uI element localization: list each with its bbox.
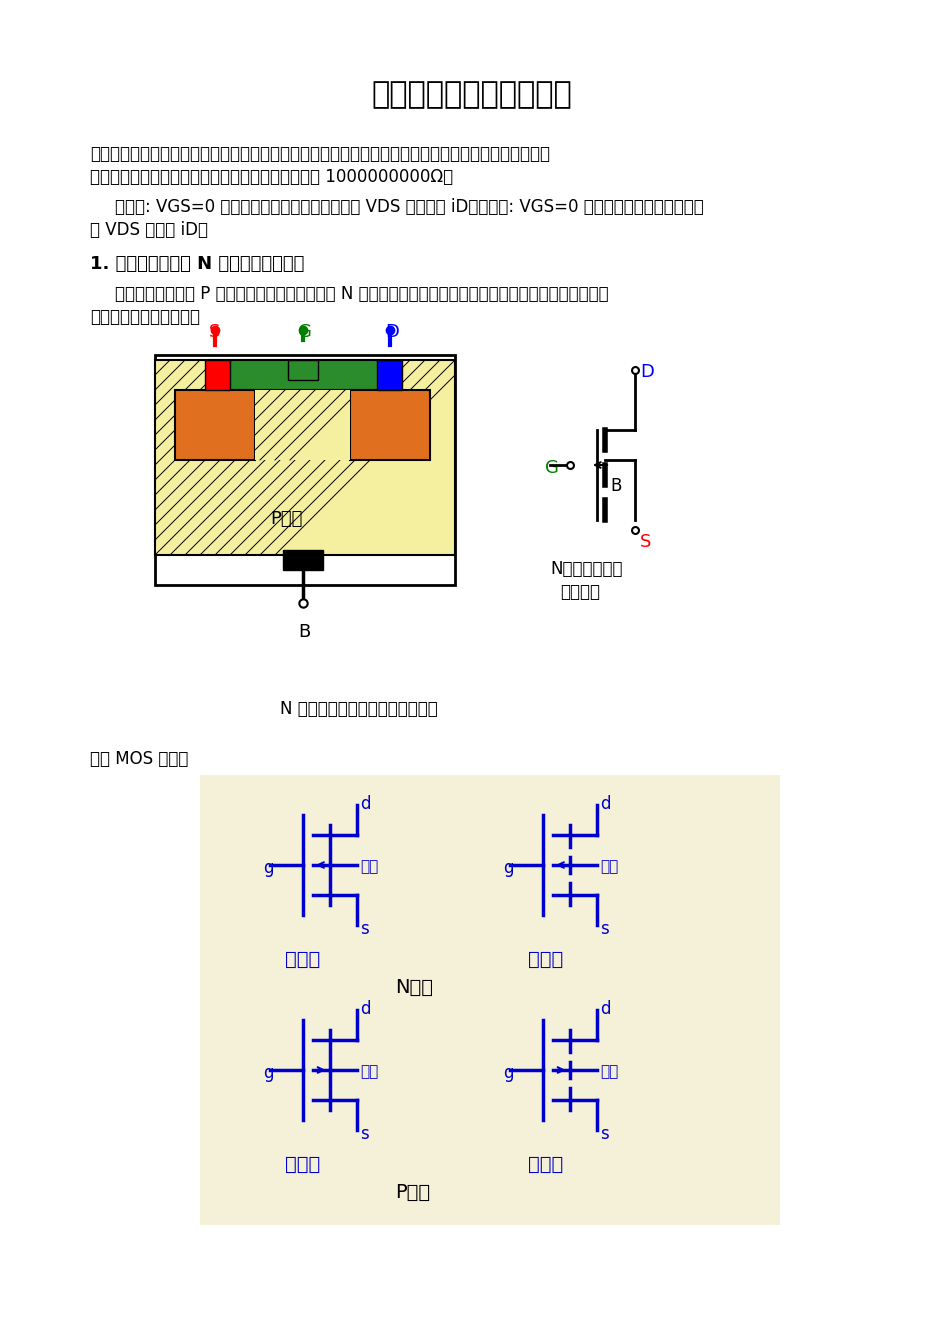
Bar [349, 390, 430, 460]
Text: B: B [297, 623, 310, 640]
Text: N 沟道绝缘栅型场效应管结构动画: N 沟道绝缘栅型场效应管结构动画 [279, 701, 437, 718]
Text: 器件，它的栅极与半导体之间是绝缘的，其电阻大于 1000000000Ω。: 器件，它的栅极与半导体之间是绝缘的，其电阻大于 1000000000Ω。 [90, 168, 452, 186]
Text: 衬底: 衬底 [360, 858, 378, 874]
Text: s: s [599, 1126, 608, 1143]
Text: 衬底: 衬底 [599, 1064, 617, 1079]
Text: N⁺: N⁺ [366, 422, 391, 441]
Text: g: g [262, 1064, 273, 1082]
Text: N沟道: N沟道 [395, 977, 432, 997]
Text: 引出一个电极作为栅极。: 引出一个电极作为栅极。 [90, 308, 200, 326]
Text: 在一块浓度较低的 P 型硅上扩散两个浓度较高的 N 型区作为漏极和源极，半导体表面覆盖二氧化硅绝缘层并: 在一块浓度较低的 P 型硅上扩散两个浓度较高的 N 型区作为漏极和源极，半导体表… [115, 285, 608, 303]
Text: d: d [360, 1000, 370, 1017]
Text: 增强型: 增强型 [528, 951, 563, 969]
Text: s: s [599, 920, 608, 939]
Text: 绝缘栅型场效应管之图解: 绝缘栅型场效应管之图解 [371, 80, 572, 110]
Text: d: d [360, 794, 370, 813]
Bar [200, 775, 779, 1225]
Bar [205, 360, 229, 390]
Text: N沟道箭头向里: N沟道箭头向里 [549, 560, 622, 578]
Bar [288, 360, 318, 380]
Text: S: S [209, 324, 220, 341]
Text: D: D [639, 364, 653, 381]
Text: 增强型: 增强型 [528, 1155, 563, 1174]
Text: d: d [599, 1000, 610, 1017]
Text: G: G [545, 459, 558, 477]
Text: 耗尽型: 耗尽型 [285, 1155, 320, 1174]
Text: P衬底: P衬底 [270, 509, 302, 528]
Text: s: s [360, 920, 368, 939]
Text: 1. 结构和符号（以 N 沟道增强型为例）: 1. 结构和符号（以 N 沟道增强型为例） [90, 255, 304, 273]
Text: d: d [599, 794, 610, 813]
Text: g: g [262, 858, 273, 877]
Bar [175, 390, 255, 460]
Text: 衬底: 衬底 [599, 858, 617, 874]
Text: 其他 MOS 管符号: 其他 MOS 管符号 [90, 750, 188, 767]
Text: D: D [384, 324, 398, 341]
Text: P沟道: P沟道 [395, 1183, 430, 1202]
Text: SiO₂: SiO₂ [370, 373, 402, 388]
Bar [155, 360, 454, 555]
Bar [377, 360, 401, 390]
Text: N⁺: N⁺ [192, 422, 216, 441]
Text: 衬底断开: 衬底断开 [560, 583, 599, 602]
Text: g: g [502, 1064, 513, 1082]
Bar [210, 360, 384, 390]
Text: 绝缘栅型场效应管是一种利用半导体表面的电场效应，由感应电荷的多少改变导电沟道来控制漏极电流的: 绝缘栅型场效应管是一种利用半导体表面的电场效应，由感应电荷的多少改变导电沟道来控… [90, 144, 549, 163]
Text: B: B [610, 477, 621, 495]
Bar [255, 390, 349, 460]
Bar [155, 356, 454, 586]
Text: g: g [502, 858, 513, 877]
Text: 在 VDS 作用下 iD。: 在 VDS 作用下 iD。 [90, 221, 208, 239]
Text: S: S [639, 533, 650, 551]
Text: 增强型: VGS=0 时，漏源之间没有导电沟道，在 VDS 作用下无 iD。耗尽型: VGS=0 时，漏源之间有导电沟道，: 增强型: VGS=0 时，漏源之间没有导电沟道，在 VDS 作用下无 iD。耗尽… [115, 198, 703, 217]
Text: 耗尽型: 耗尽型 [285, 951, 320, 969]
Text: G: G [297, 324, 312, 341]
Bar [282, 550, 323, 570]
Text: s: s [360, 1126, 368, 1143]
Text: 衬底: 衬底 [360, 1064, 378, 1079]
